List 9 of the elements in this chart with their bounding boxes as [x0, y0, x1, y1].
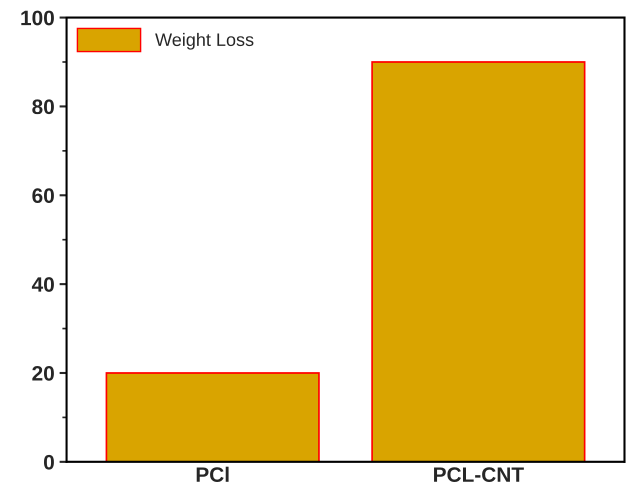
y-tick-label: 0: [44, 454, 54, 470]
x-tick-label: PCL-CNT: [434, 467, 524, 482]
x-tick-label: PCl: [196, 466, 229, 482]
legend-label: Weight Loss: [155, 32, 254, 50]
y-tick-label: 20: [32, 366, 54, 381]
y-tick-label: 40: [32, 277, 54, 292]
y-tick-label: 60: [32, 188, 54, 204]
y-tick-label: 80: [32, 99, 54, 114]
y-tick-label: 100: [21, 10, 54, 26]
